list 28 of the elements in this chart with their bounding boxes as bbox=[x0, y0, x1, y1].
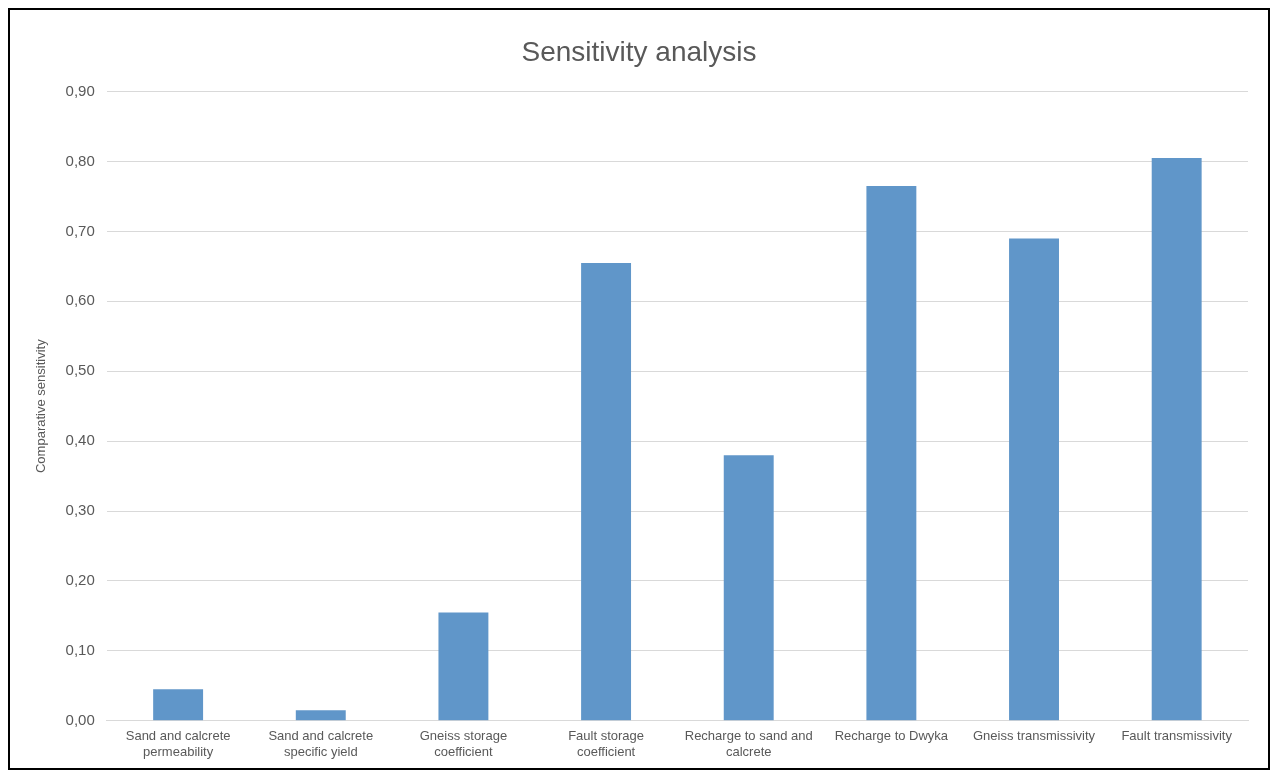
x-tick-label: Fault transmissivity bbox=[1121, 728, 1233, 744]
y-tick-label: 0,20 bbox=[65, 571, 95, 589]
y-tick-label: 0,10 bbox=[65, 641, 95, 659]
y-tick-label: 0,40 bbox=[65, 431, 95, 449]
x-tick-label: Fault storage coefficient bbox=[568, 728, 645, 759]
x-tick-label: Recharge to Dwyka bbox=[834, 728, 949, 744]
bar bbox=[581, 262, 632, 721]
x-tick-label: Sand and calcrete permeability bbox=[125, 728, 231, 759]
y-tick-label: 0,70 bbox=[65, 221, 95, 239]
x-tick-label: Sand and calcrete specific yield bbox=[268, 728, 374, 759]
bar bbox=[438, 612, 489, 721]
bar bbox=[723, 455, 774, 721]
chart-title: Sensitivity analysis bbox=[521, 35, 757, 67]
y-axis-title: Comparative sensitivity bbox=[33, 338, 49, 474]
bar bbox=[295, 710, 346, 721]
y-tick-label: 0,30 bbox=[65, 501, 95, 519]
x-tick-label: Gneiss transmissivity bbox=[972, 728, 1096, 744]
y-tick-label: 0,80 bbox=[65, 151, 95, 169]
y-tick-label: 0,90 bbox=[65, 81, 95, 99]
y-tick-label: 0,60 bbox=[65, 291, 95, 309]
x-tick-label: Gneiss storage coefficient bbox=[419, 728, 508, 759]
x-tick-label: Recharge to sand and calcrete bbox=[684, 728, 813, 759]
y-tick-label: 0,00 bbox=[65, 710, 95, 728]
bar bbox=[866, 185, 917, 721]
bar bbox=[153, 689, 204, 721]
bar bbox=[1009, 238, 1059, 721]
bar bbox=[1151, 158, 1202, 721]
y-tick-label: 0,50 bbox=[65, 361, 95, 379]
